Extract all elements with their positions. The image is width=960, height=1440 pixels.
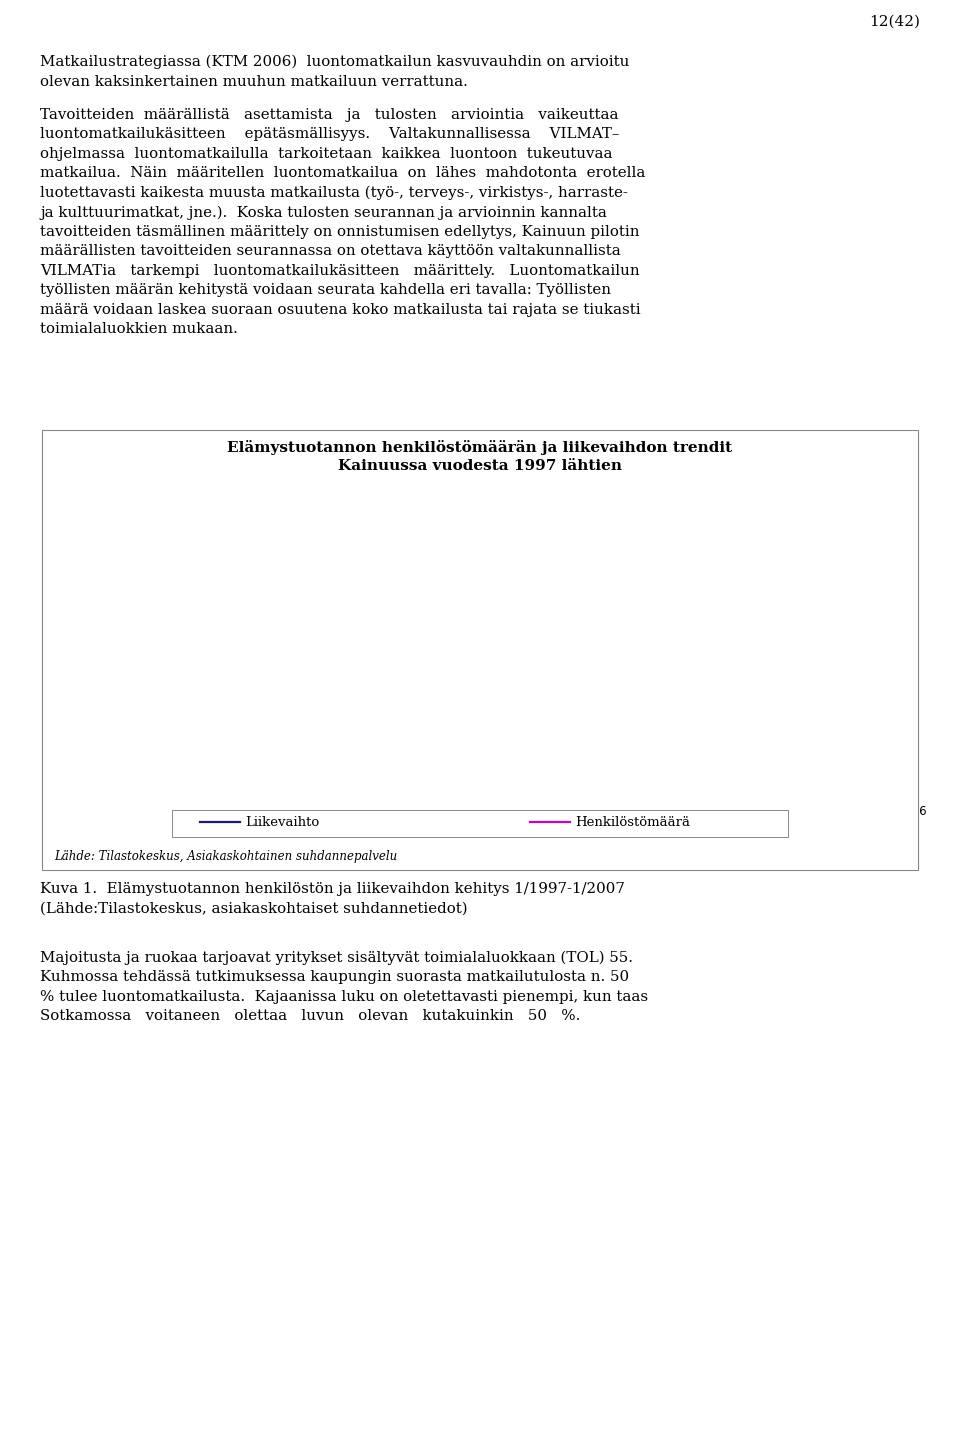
Text: toimialaluokkien mukaan.: toimialaluokkien mukaan. [40,323,238,336]
Text: ja kulttuurimatkat, jne.).  Koska tulosten seurannan ja arvioinnin kannalta: ja kulttuurimatkat, jne.). Koska tuloste… [40,204,607,219]
Text: VILMATia   tarkempi   luontomatkailukäsitteen   määrittely.   Luontomatkailun: VILMATia tarkempi luontomatkailukäsittee… [40,264,640,278]
Text: olevan kaksinkertainen muuhun matkailuun verrattuna.: olevan kaksinkertainen muuhun matkailuun… [40,75,468,88]
Y-axis label: Indeksi 2000=100: Indeksi 2000=100 [54,589,67,711]
Text: 12(42): 12(42) [869,14,920,29]
Text: Kuva 1.  Elämystuotannon henkilöstön ja liikevaihdon kehitys 1/1997-1/2007: Kuva 1. Elämystuotannon henkilöstön ja l… [40,881,625,896]
Text: Majoitusta ja ruokaa tarjoavat yritykset sisältyvät toimialaluokkaan (TOL) 55.: Majoitusta ja ruokaa tarjoavat yritykset… [40,950,634,965]
Text: Tavoitteiden  määrällistä   asettamista   ja   tulosten   arviointia   vaikeutta: Tavoitteiden määrällistä asettamista ja … [40,108,619,121]
Text: työllisten määrän kehitystä voidaan seurata kahdella eri tavalla: Työllisten: työllisten määrän kehitystä voidaan seur… [40,284,612,297]
Text: luotettavasti kaikesta muusta matkailusta (työ-, terveys-, virkistys-, harraste-: luotettavasti kaikesta muusta matkailust… [40,186,628,200]
Text: Lähde: Tilastokeskus, Asiakaskohtainen suhdannepalvelu: Lähde: Tilastokeskus, Asiakaskohtainen s… [54,850,397,863]
Text: Matkailustrategiassa (KTM 2006)  luontomatkailun kasvuvauhdin on arvioitu: Matkailustrategiassa (KTM 2006) luontoma… [40,55,630,69]
Text: luontomatkailukäsitteen    epätäsmällisyys.    Valtakunnallisessa    VILMAT–: luontomatkailukäsitteen epätäsmällisyys.… [40,127,620,141]
Text: matkailua.  Näin  määritellen  luontomatkailua  on  lähes  mahdotonta  erotella: matkailua. Näin määritellen luontomatkai… [40,166,646,180]
Text: % tulee luontomatkailusta.  Kajaanissa luku on oletettavasti pienempi, kun taas: % tulee luontomatkailusta. Kajaanissa lu… [40,991,648,1004]
Text: Kuhmossa tehdässä tutkimuksessa kaupungin suorasta matkailutulosta n. 50: Kuhmossa tehdässä tutkimuksessa kaupungi… [40,971,630,985]
Text: määrä voidaan laskea suoraan osuutena koko matkailusta tai rajata se tiukasti: määrä voidaan laskea suoraan osuutena ko… [40,302,641,317]
Text: Sotkamossa   voitaneen   olettaa   luvun   olevan   kutakuinkin   50   %.: Sotkamossa voitaneen olettaa luvun oleva… [40,1009,581,1024]
Text: Elämystuotannon henkilöstömäärän ja liikevaihdon trendit
Kainuussa vuodesta 1997: Elämystuotannon henkilöstömäärän ja liik… [228,441,732,474]
Text: Henkilöstömäärä: Henkilöstömäärä [575,815,690,828]
Text: määrällisten tavoitteiden seurannassa on otettava käyttöön valtakunnallista: määrällisten tavoitteiden seurannassa on… [40,245,621,258]
Text: Liikevaihto: Liikevaihto [245,815,320,828]
Text: (Lähde:Tilastokeskus, asiakaskohtaiset suhdannetiedot): (Lähde:Tilastokeskus, asiakaskohtaiset s… [40,901,468,916]
Text: ohjelmassa  luontomatkailulla  tarkoitetaan  kaikkea  luontoon  tukeutuvaa: ohjelmassa luontomatkailulla tarkoitetaa… [40,147,612,161]
Text: tavoitteiden täsmällinen määrittely on onnistumisen edellytys, Kainuun pilotin: tavoitteiden täsmällinen määrittely on o… [40,225,639,239]
